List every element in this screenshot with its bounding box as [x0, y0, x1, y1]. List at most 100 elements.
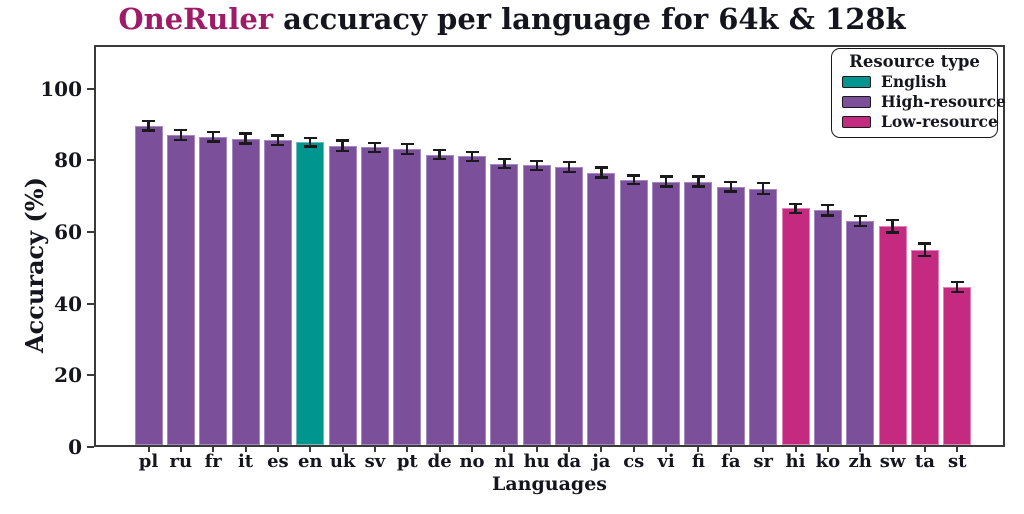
y-tick-80: [87, 159, 94, 162]
x-tick-label-vi: vi: [657, 451, 675, 472]
errorbar-cap-da-top: [562, 160, 576, 164]
errorbar-cap-pl-bottom: [142, 129, 155, 132]
bar-hu: [522, 165, 551, 445]
x-tick-label-pl: pl: [138, 451, 159, 472]
errorbar-cap-sw-bottom: [886, 231, 900, 234]
bar-en: [296, 142, 325, 445]
errorbar-cap-ru-top: [174, 128, 188, 132]
errorbar-cap-no-top: [465, 150, 479, 154]
errorbar-cap-sv-top: [368, 141, 382, 144]
y-tick-label-80: 80: [54, 148, 82, 173]
x-tick-sv: [373, 447, 376, 452]
x-tick-label-zh: zh: [848, 451, 872, 472]
x-tick-label-es: es: [267, 451, 289, 472]
bar-hi: [781, 208, 810, 445]
errorbar-cap-ja-top: [594, 166, 608, 169]
y-tick-40: [87, 302, 94, 305]
bar-ta: [910, 249, 939, 445]
bar-fr: [199, 136, 228, 445]
bar-uk: [328, 145, 357, 445]
errorbar-cap-fa-bottom: [724, 190, 738, 193]
y-tick-0: [87, 446, 94, 448]
bar-no: [458, 156, 486, 445]
errorbar-cap-fa-top: [724, 181, 738, 184]
errorbar-cap-pt-bottom: [400, 153, 414, 156]
legend-entry-high: High-resource: [838, 92, 1006, 111]
errorbar-ja: [600, 167, 603, 178]
x-tick-de: [438, 447, 441, 452]
x-tick-label-pt: pt: [396, 451, 418, 472]
errorbar-hi: [794, 203, 797, 213]
x-tick-label-fr: fr: [204, 451, 222, 472]
x-tick-label-sv: sv: [364, 451, 386, 472]
chart-title-accent: OneRuler: [118, 2, 274, 36]
y-tick-label-60: 60: [54, 219, 82, 244]
x-tick-label-ko: ko: [815, 451, 841, 472]
errorbar-cap-pl-top: [142, 120, 155, 123]
errorbar-cap-ja-bottom: [594, 176, 608, 179]
errorbar-cap-it-bottom: [239, 142, 253, 145]
bar-sw: [878, 226, 907, 445]
errorbar-es: [276, 135, 280, 145]
errorbar-cap-en-bottom: [303, 145, 317, 148]
errorbar-it: [244, 133, 247, 144]
errorbar-sw: [891, 220, 894, 233]
errorbar-cap-hu-top: [530, 159, 544, 163]
errorbar-pl: [147, 121, 150, 131]
errorbar-cap-vi-top: [659, 175, 673, 178]
x-tick-ja: [600, 447, 603, 452]
errorbar-no: [470, 152, 474, 161]
errorbar-cap-de-bottom: [433, 157, 447, 161]
bar-zh: [846, 220, 875, 445]
x-tick-label-ru: ru: [169, 451, 193, 472]
legend-swatch-high: [842, 95, 871, 108]
errorbar-fr: [212, 132, 215, 142]
x-tick-sr: [762, 447, 765, 452]
x-tick-nl: [503, 447, 506, 452]
errorbar-cap-vi-bottom: [659, 185, 673, 188]
errorbar-cap-ko-top: [821, 203, 835, 206]
bar-ru: [166, 134, 195, 445]
x-axis-label: Languages: [492, 473, 607, 495]
x-tick-pl: [147, 447, 150, 452]
x-tick-en: [309, 447, 312, 452]
x-tick-label-fi: fi: [691, 451, 705, 472]
errorbar-cap-sr-top: [756, 182, 770, 185]
bar-ja: [587, 172, 616, 445]
y-axis-label: Accuracy (%): [20, 177, 49, 353]
x-tick-ko: [826, 447, 829, 452]
errorbar-st: [956, 282, 959, 293]
x-tick-fi: [697, 447, 700, 452]
x-tick-label-nl: nl: [494, 451, 515, 472]
y-tick-60: [87, 230, 94, 233]
x-tick-label-hi: hi: [785, 451, 806, 472]
errorbar-sr: [761, 183, 765, 195]
x-tick-label-fa: fa: [721, 451, 741, 472]
errorbar-cap-es-top: [271, 134, 285, 137]
y-tick-100: [87, 87, 94, 90]
legend-label-english: English: [881, 72, 947, 91]
x-tick-label-en: en: [297, 451, 323, 472]
x-tick-hi: [794, 447, 797, 452]
bar-fa: [716, 186, 745, 445]
errorbar-cap-fr-top: [206, 130, 220, 134]
errorbar-da: [567, 162, 571, 173]
x-tick-label-hu: hu: [523, 451, 550, 472]
errorbar-cap-zh-top: [853, 214, 867, 218]
x-tick-label-no: no: [459, 451, 485, 472]
x-tick-label-ta: ta: [914, 451, 935, 472]
errorbar-cap-en-top: [303, 136, 317, 139]
errorbar-sv: [373, 142, 377, 153]
legend-entry-low: Low-resource: [838, 112, 998, 131]
errorbar-cap-ta-bottom: [918, 254, 932, 257]
errorbar-cap-uk-bottom: [336, 149, 350, 152]
errorbar-cap-de-top: [433, 149, 447, 152]
errorbar-cap-nl-bottom: [497, 166, 511, 170]
y-tick-label-20: 20: [54, 363, 82, 388]
x-tick-no: [471, 447, 473, 452]
errorbar-cap-sw-top: [886, 219, 900, 222]
errorbar-ru: [179, 129, 183, 140]
errorbar-pt: [406, 144, 409, 155]
x-tick-sw: [891, 447, 894, 452]
bar-sr: [749, 188, 778, 445]
